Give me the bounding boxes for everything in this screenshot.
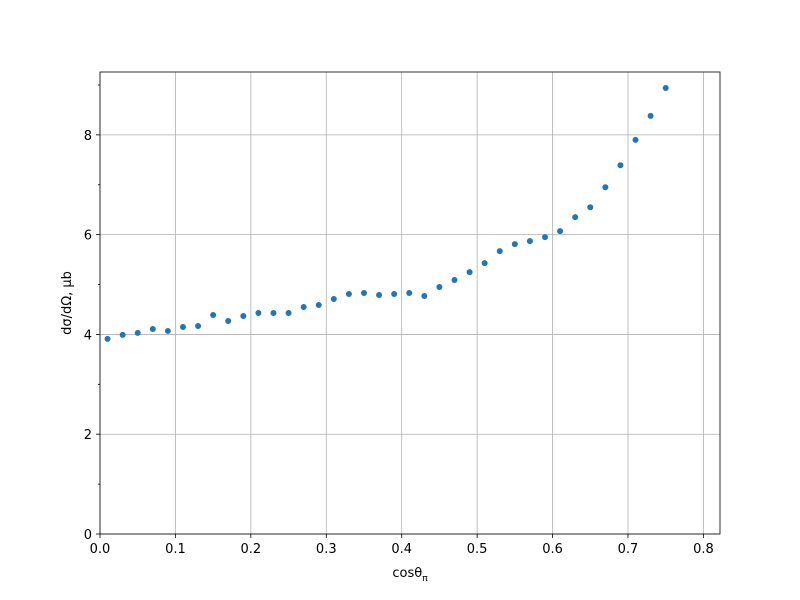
data-point — [466, 269, 473, 276]
data-point — [617, 162, 624, 169]
x-axis-label-sub: π — [422, 574, 428, 584]
data-point — [119, 331, 126, 338]
data-point — [376, 292, 383, 299]
data-point — [164, 327, 171, 334]
data-point — [330, 296, 337, 303]
data-point — [602, 184, 609, 191]
y-tick-label: 8 — [84, 129, 92, 144]
data-point — [406, 290, 413, 297]
data-point — [511, 241, 518, 248]
data-point — [587, 204, 594, 211]
data-point — [225, 317, 232, 324]
plot-frame — [99, 71, 721, 535]
x-axis-label: cosθπ — [392, 566, 428, 584]
data-point — [496, 248, 503, 255]
data-point — [315, 301, 322, 308]
x-axis-label-main: cosθ — [392, 566, 422, 581]
data-point — [104, 335, 111, 342]
data-point — [179, 323, 186, 330]
data-point — [149, 325, 156, 332]
y-tick-label: 4 — [84, 328, 92, 343]
x-tick-label: 0.7 — [618, 542, 639, 557]
data-point — [526, 238, 533, 245]
data-point — [421, 293, 428, 300]
data-point — [632, 136, 639, 143]
data-point — [240, 312, 247, 319]
data-point — [647, 112, 654, 119]
x-tick-label: 0.3 — [316, 542, 337, 557]
data-point — [451, 277, 458, 284]
data-point — [662, 84, 669, 91]
y-tick-label: 0 — [84, 528, 92, 543]
x-tick-label: 0.0 — [90, 542, 111, 557]
y-axis-label: dσ/dΩ, μb — [60, 271, 75, 335]
data-point — [134, 329, 141, 336]
x-tick-label: 0.2 — [241, 542, 262, 557]
data-point — [285, 309, 292, 316]
data-point — [436, 284, 443, 291]
data-point — [300, 303, 307, 310]
data-point — [542, 234, 549, 241]
x-tick-label: 0.1 — [165, 542, 186, 557]
data-point — [572, 214, 579, 221]
x-tick-label: 0.8 — [693, 542, 714, 557]
data-point — [557, 228, 564, 235]
data-point — [391, 291, 398, 298]
data-point — [345, 291, 352, 298]
data-point — [360, 290, 367, 297]
data-point — [270, 309, 277, 316]
data-point — [195, 322, 202, 329]
x-tick-label: 0.4 — [391, 542, 412, 557]
x-tick-label: 0.6 — [542, 542, 563, 557]
y-tick-label: 2 — [84, 428, 92, 443]
x-tick-label: 0.5 — [467, 542, 488, 557]
data-point — [255, 309, 262, 316]
data-point — [481, 260, 488, 267]
data-point — [210, 311, 217, 318]
y-tick-label: 6 — [84, 229, 92, 244]
